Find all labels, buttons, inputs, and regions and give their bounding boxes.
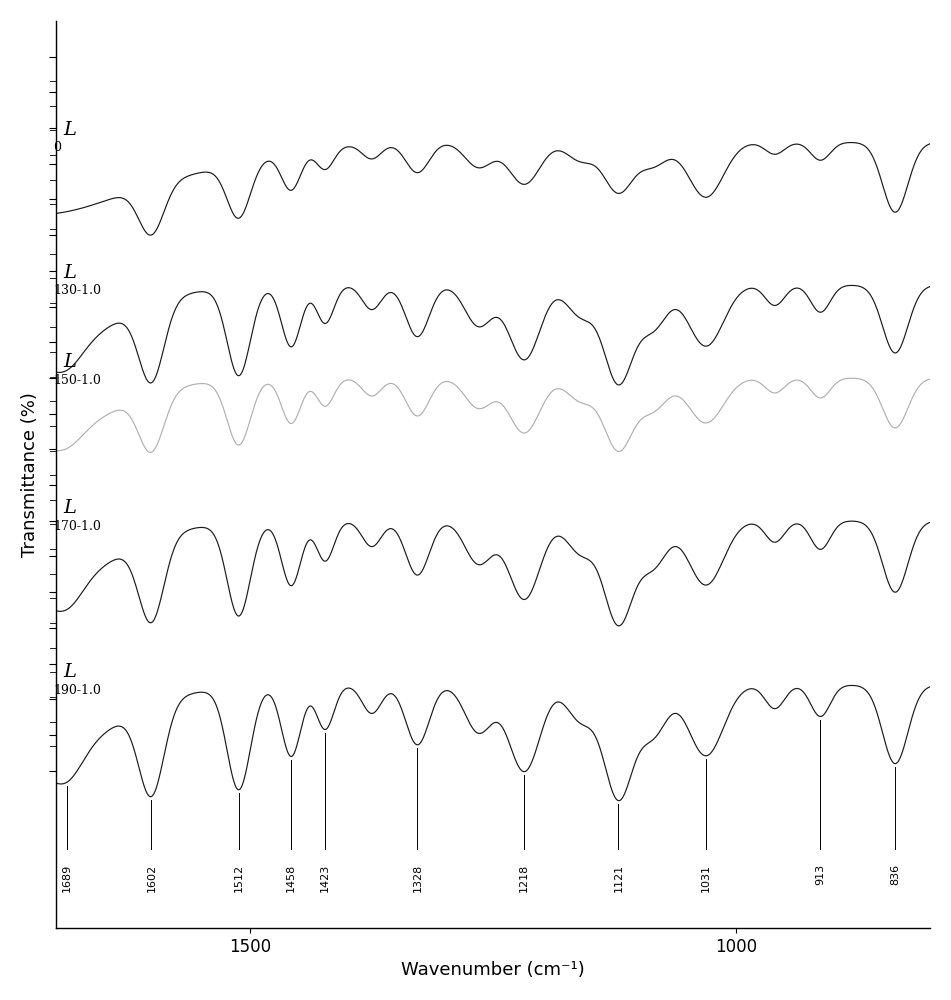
Text: 1458: 1458 <box>286 864 296 892</box>
Text: L: L <box>63 353 76 371</box>
Text: 836: 836 <box>890 864 901 885</box>
Text: 1328: 1328 <box>413 864 422 892</box>
Y-axis label: Transmittance (%): Transmittance (%) <box>21 392 39 557</box>
Text: L: L <box>63 121 76 139</box>
Text: 130-1.0: 130-1.0 <box>53 284 101 297</box>
Text: 1602: 1602 <box>146 864 156 892</box>
Text: 170-1.0: 170-1.0 <box>53 520 101 533</box>
Text: 913: 913 <box>815 864 825 885</box>
Text: 1218: 1218 <box>519 864 530 892</box>
Text: 0: 0 <box>53 141 61 154</box>
Text: L: L <box>63 499 76 517</box>
Text: 1512: 1512 <box>234 864 243 892</box>
Text: 1121: 1121 <box>613 864 624 892</box>
Text: 1031: 1031 <box>701 864 710 892</box>
Text: 150-1.0: 150-1.0 <box>53 374 101 387</box>
Text: 1689: 1689 <box>62 864 72 892</box>
Text: 1423: 1423 <box>320 864 330 892</box>
X-axis label: Wavenumber (cm⁻¹): Wavenumber (cm⁻¹) <box>401 961 585 979</box>
Text: L: L <box>63 264 76 282</box>
Text: L: L <box>63 663 76 681</box>
Text: 190-1.0: 190-1.0 <box>53 684 101 697</box>
